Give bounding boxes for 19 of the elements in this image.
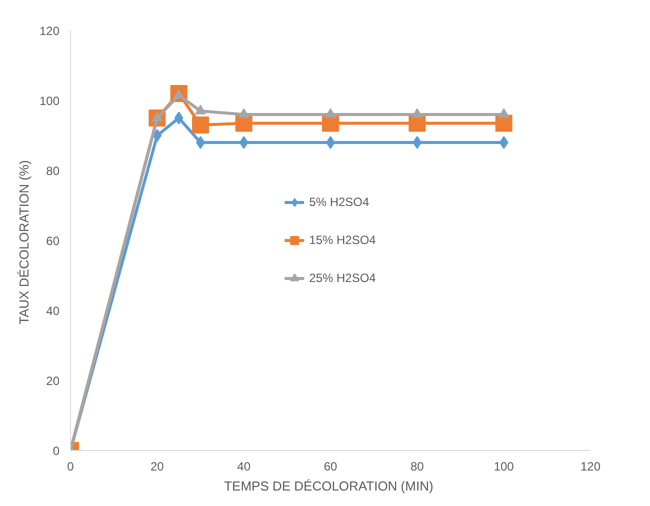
x-tick-label: 100 (494, 460, 514, 474)
x-tick-label: 40 (237, 460, 251, 474)
x-tick-label: 20 (150, 460, 164, 474)
legend-label: 5% H2SO4 (309, 195, 370, 209)
y-tick-label: 120 (39, 24, 60, 38)
x-tick-label: 0 (67, 460, 74, 474)
y-tick-label: 20 (46, 374, 60, 388)
y-tick-label: 100 (39, 94, 60, 108)
legend-label: 15% H2SO4 (309, 233, 376, 247)
y-axis-title: TAUX DÉCOLORATION (%) (16, 160, 32, 324)
y-tick-label: 40 (46, 304, 60, 318)
y-tick-label: 80 (46, 164, 60, 178)
x-axis-title: TEMPS DE DÉCOLORATION (MIN) (224, 478, 434, 494)
legend-label: 25% H2SO4 (309, 271, 376, 285)
y-tick-label: 0 (52, 444, 60, 458)
x-tick-label: 80 (410, 460, 424, 474)
y-tick-label: 60 (46, 234, 60, 248)
x-tick-label: 120 (580, 460, 601, 474)
x-tick-label: 60 (324, 460, 338, 474)
